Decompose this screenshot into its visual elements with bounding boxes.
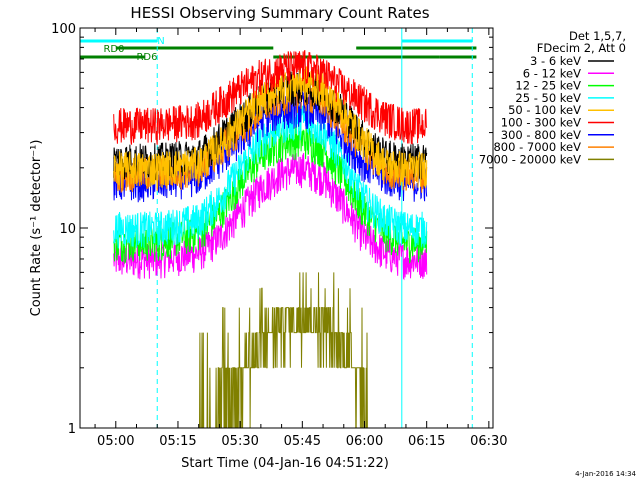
series-line [198, 272, 373, 429]
x-tick-label: 06:30 [470, 434, 507, 449]
legend-label: 25 - 50 keV [515, 91, 581, 105]
x-tick-label: 06:00 [346, 434, 383, 449]
flag-label-rd0: RD0 [103, 44, 124, 55]
series-layer [113, 49, 428, 429]
x-tick-label: 05:45 [284, 434, 321, 449]
legend-label: 300 - 800 keV [501, 128, 581, 142]
legend-label: 6 - 12 keV [523, 66, 581, 80]
footer-timestamp: 4-Jan-2016 14:34 [575, 470, 636, 478]
flag-label-rd6: RD6 [136, 52, 157, 63]
axes-layer: 05:00 05:15 05:30 05:45 06:00 06:15 06:30 1 10 10… [51, 22, 507, 449]
x-tick-label: 05:30 [221, 434, 258, 449]
series-line [113, 69, 428, 180]
legend-label: 50 - 100 keV [508, 103, 581, 117]
y-tick-label: 1 [68, 422, 76, 437]
x-tick-label: 05:00 [97, 434, 134, 449]
legend-header-1: Det 1,5,7, [569, 29, 626, 43]
legend-label: 12 - 25 keV [515, 79, 581, 93]
x-tick-label: 06:15 [408, 434, 445, 449]
series-line [113, 152, 428, 281]
legend-label: 7000 - 20000 keV [479, 152, 581, 166]
legend-label: 100 - 300 keV [501, 116, 581, 130]
y-axis-label: Count Rate (s⁻¹ detector⁻¹) [29, 140, 44, 317]
chart-title: HESSI Observing Summary Count Rates [130, 4, 429, 22]
flag-label-n: N [157, 36, 164, 47]
x-axis-label: Start Time (04-Jan-16 04:51:22) [181, 456, 389, 471]
x-tick-label: 05:15 [159, 434, 196, 449]
legend-header-2: FDecim 2, Att 0 [537, 41, 626, 55]
legend-label: 800 - 7000 keV [493, 140, 581, 154]
series-line [113, 104, 428, 249]
y-tick-label: 10 [59, 222, 76, 237]
y-tick-label: 100 [51, 22, 76, 37]
legend-label: 3 - 6 keV [530, 54, 581, 68]
series-line [113, 49, 428, 145]
series-line [113, 63, 428, 189]
